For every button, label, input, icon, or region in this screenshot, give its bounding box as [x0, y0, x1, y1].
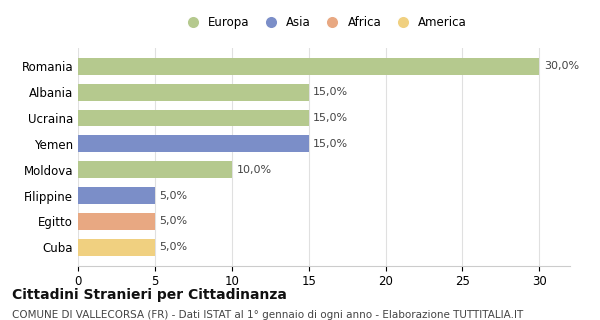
Text: 15,0%: 15,0%: [313, 87, 349, 97]
Text: 10,0%: 10,0%: [236, 165, 271, 175]
Text: 30,0%: 30,0%: [544, 61, 579, 71]
Text: 15,0%: 15,0%: [313, 113, 349, 123]
Bar: [78, 110, 308, 126]
Bar: [78, 213, 155, 230]
Bar: [78, 84, 308, 100]
Text: 5,0%: 5,0%: [160, 191, 188, 201]
Legend: Europa, Asia, Africa, America: Europa, Asia, Africa, America: [176, 11, 472, 33]
Bar: [78, 135, 308, 152]
Text: 5,0%: 5,0%: [160, 216, 188, 227]
Bar: [78, 187, 155, 204]
Text: 15,0%: 15,0%: [313, 139, 349, 149]
Bar: [78, 58, 539, 75]
Text: COMUNE DI VALLECORSA (FR) - Dati ISTAT al 1° gennaio di ogni anno - Elaborazione: COMUNE DI VALLECORSA (FR) - Dati ISTAT a…: [12, 310, 523, 320]
Text: Cittadini Stranieri per Cittadinanza: Cittadini Stranieri per Cittadinanza: [12, 288, 287, 302]
Bar: [78, 239, 155, 256]
Text: 5,0%: 5,0%: [160, 242, 188, 252]
Bar: [78, 161, 232, 178]
